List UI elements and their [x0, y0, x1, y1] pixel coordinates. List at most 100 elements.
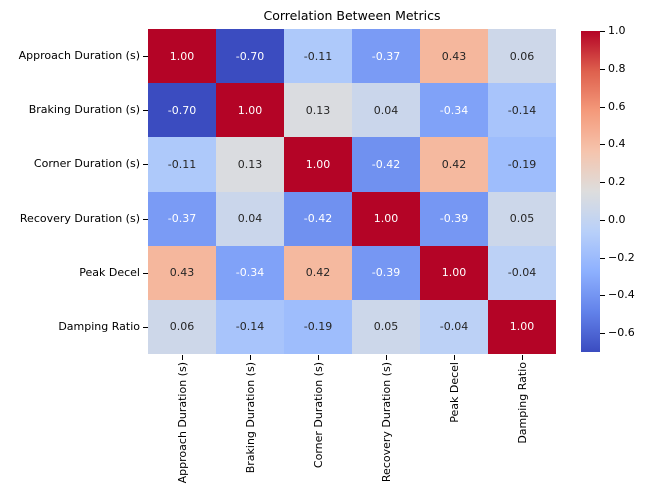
cell-value: -0.11 [167, 157, 197, 171]
y-tick-label-4: Peak Decel [79, 265, 140, 279]
y-tick-label-5: Damping Ratio [58, 319, 140, 333]
cell-value: 0.42 [305, 266, 331, 280]
heatmap-cell-2-5: -0.19 [488, 137, 556, 192]
heatmap-cell-3-3: 1.00 [352, 191, 420, 246]
x-tick-mark-1 [250, 355, 251, 360]
cell-value: -0.04 [507, 266, 537, 280]
x-tick-mark-0 [182, 355, 183, 360]
heatmap-cell-3-2: -0.42 [284, 191, 352, 246]
x-tick-mark-4 [454, 355, 455, 360]
cell-value: 0.05 [373, 320, 399, 334]
cell-value: -0.19 [507, 157, 537, 171]
heatmap-cell-5-5: 1.00 [488, 299, 556, 354]
y-tick-mark-5 [143, 327, 148, 328]
heatmap-cell-3-5: 0.05 [488, 191, 556, 246]
heatmap-cell-4-4: 1.00 [420, 245, 488, 300]
heatmap-cell-2-1: 0.13 [216, 137, 284, 192]
colorbar-tick-mark-6 [600, 258, 605, 259]
colorbar-tick-label-0: 1.0 [608, 24, 626, 37]
x-tick-label-3: Recovery Duration (s) [379, 362, 393, 483]
heatmap-cell-2-0: -0.11 [148, 137, 216, 192]
colorbar-tick-mark-0 [600, 31, 605, 32]
x-tick-label-5: Damping Ratio [515, 362, 529, 444]
cell-value: 1.00 [237, 103, 263, 117]
cell-value: 0.05 [509, 212, 535, 226]
cell-value: -0.39 [371, 266, 401, 280]
heatmap-cell-0-5: 0.06 [488, 29, 556, 84]
heatmap-cell-0-0: 1.00 [148, 29, 216, 84]
x-tick-mark-2 [318, 355, 319, 360]
heatmap-cell-0-1: -0.70 [216, 29, 284, 84]
colorbar-gradient [581, 31, 600, 352]
heatmap-cell-1-1: 1.00 [216, 83, 284, 138]
y-tick-label-0: Approach Duration (s) [18, 49, 140, 63]
colorbar-tick-label-3: 0.4 [608, 137, 626, 151]
x-tick-label-2: Corner Duration (s) [311, 362, 325, 469]
colorbar-tick-label-8: −0.6 [608, 326, 635, 340]
cell-value: -0.37 [371, 49, 401, 63]
heatmap-cell-0-4: 0.43 [420, 29, 488, 84]
heatmap-cell-5-2: -0.19 [284, 299, 352, 354]
y-tick-mark-2 [143, 164, 148, 165]
cell-value: -0.11 [303, 49, 333, 63]
cell-value: -0.34 [439, 103, 469, 117]
y-tick-label-3: Recovery Duration (s) [19, 211, 140, 225]
cell-value: -0.39 [439, 212, 469, 226]
x-tick-mark-3 [386, 355, 387, 360]
chart-title: Correlation Between Metrics [263, 8, 441, 23]
y-tick-mark-4 [143, 273, 148, 274]
colorbar-tick-mark-2 [600, 107, 605, 108]
y-tick-mark-3 [143, 219, 148, 220]
cell-value: -0.19 [303, 320, 333, 334]
cell-value: 0.43 [169, 266, 195, 280]
cell-value: -0.70 [167, 103, 197, 117]
x-tick-mark-5 [522, 355, 523, 360]
cell-value: 0.13 [305, 103, 331, 117]
cell-value: 0.42 [441, 157, 467, 171]
colorbar-tick-label-7: −0.4 [608, 288, 635, 302]
colorbar-tick-mark-7 [600, 295, 605, 296]
heatmap-cell-2-3: -0.42 [352, 137, 420, 192]
cell-value: 0.04 [373, 103, 399, 117]
cell-value: -0.34 [235, 266, 265, 280]
cell-value: -0.14 [235, 320, 265, 334]
cell-value: 0.13 [237, 157, 263, 171]
cell-value: 0.04 [237, 212, 263, 226]
y-tick-mark-1 [143, 110, 148, 111]
x-tick-label-0: Approach Duration (s) [175, 362, 189, 484]
heatmap-cell-4-3: -0.39 [352, 245, 420, 300]
colorbar-tick-label-2: 0.6 [608, 99, 626, 113]
heatmap-cell-4-0: 0.43 [148, 245, 216, 300]
cell-value: 0.06 [509, 49, 535, 63]
heatmap-cell-5-3: 0.05 [352, 299, 420, 354]
heatmap-cell-1-4: -0.34 [420, 83, 488, 138]
cell-value: -0.14 [507, 103, 537, 117]
colorbar-tick-mark-4 [600, 182, 605, 183]
cell-value: 1.00 [441, 266, 467, 280]
cell-value: -0.37 [167, 212, 197, 226]
cell-value: -0.04 [439, 320, 469, 334]
heatmap-cell-2-2: 1.00 [284, 137, 352, 192]
colorbar-tick-mark-3 [600, 144, 605, 145]
heatmap-cell-2-4: 0.42 [420, 137, 488, 192]
cell-value: 1.00 [305, 157, 331, 171]
heatmap-cell-1-5: -0.14 [488, 83, 556, 138]
x-tick-label-4: Peak Decel [447, 362, 461, 423]
colorbar-tick-mark-5 [600, 220, 605, 221]
heatmap-cell-4-1: -0.34 [216, 245, 284, 300]
cell-value: 1.00 [373, 212, 399, 226]
heatmap-grid: 1.00 -0.70 -0.11 -0.37 0.43 0.06 -0.70 1.00 0.13… [148, 29, 556, 354]
colorbar-tick-label-4: 0.2 [608, 175, 626, 189]
heatmap-cell-0-2: -0.11 [284, 29, 352, 84]
y-tick-mark-0 [143, 56, 148, 57]
heatmap-cell-3-4: -0.39 [420, 191, 488, 246]
heatmap-cell-5-0: 0.06 [148, 299, 216, 354]
cell-value: -0.42 [371, 157, 401, 171]
colorbar-tick-label-5: 0.0 [608, 212, 626, 226]
cell-value: 1.00 [169, 49, 195, 63]
colorbar-tick-label-6: −0.2 [608, 250, 635, 264]
heatmap-cell-1-2: 0.13 [284, 83, 352, 138]
heatmap-cell-1-0: -0.70 [148, 83, 216, 138]
cell-value: 0.06 [169, 320, 195, 334]
